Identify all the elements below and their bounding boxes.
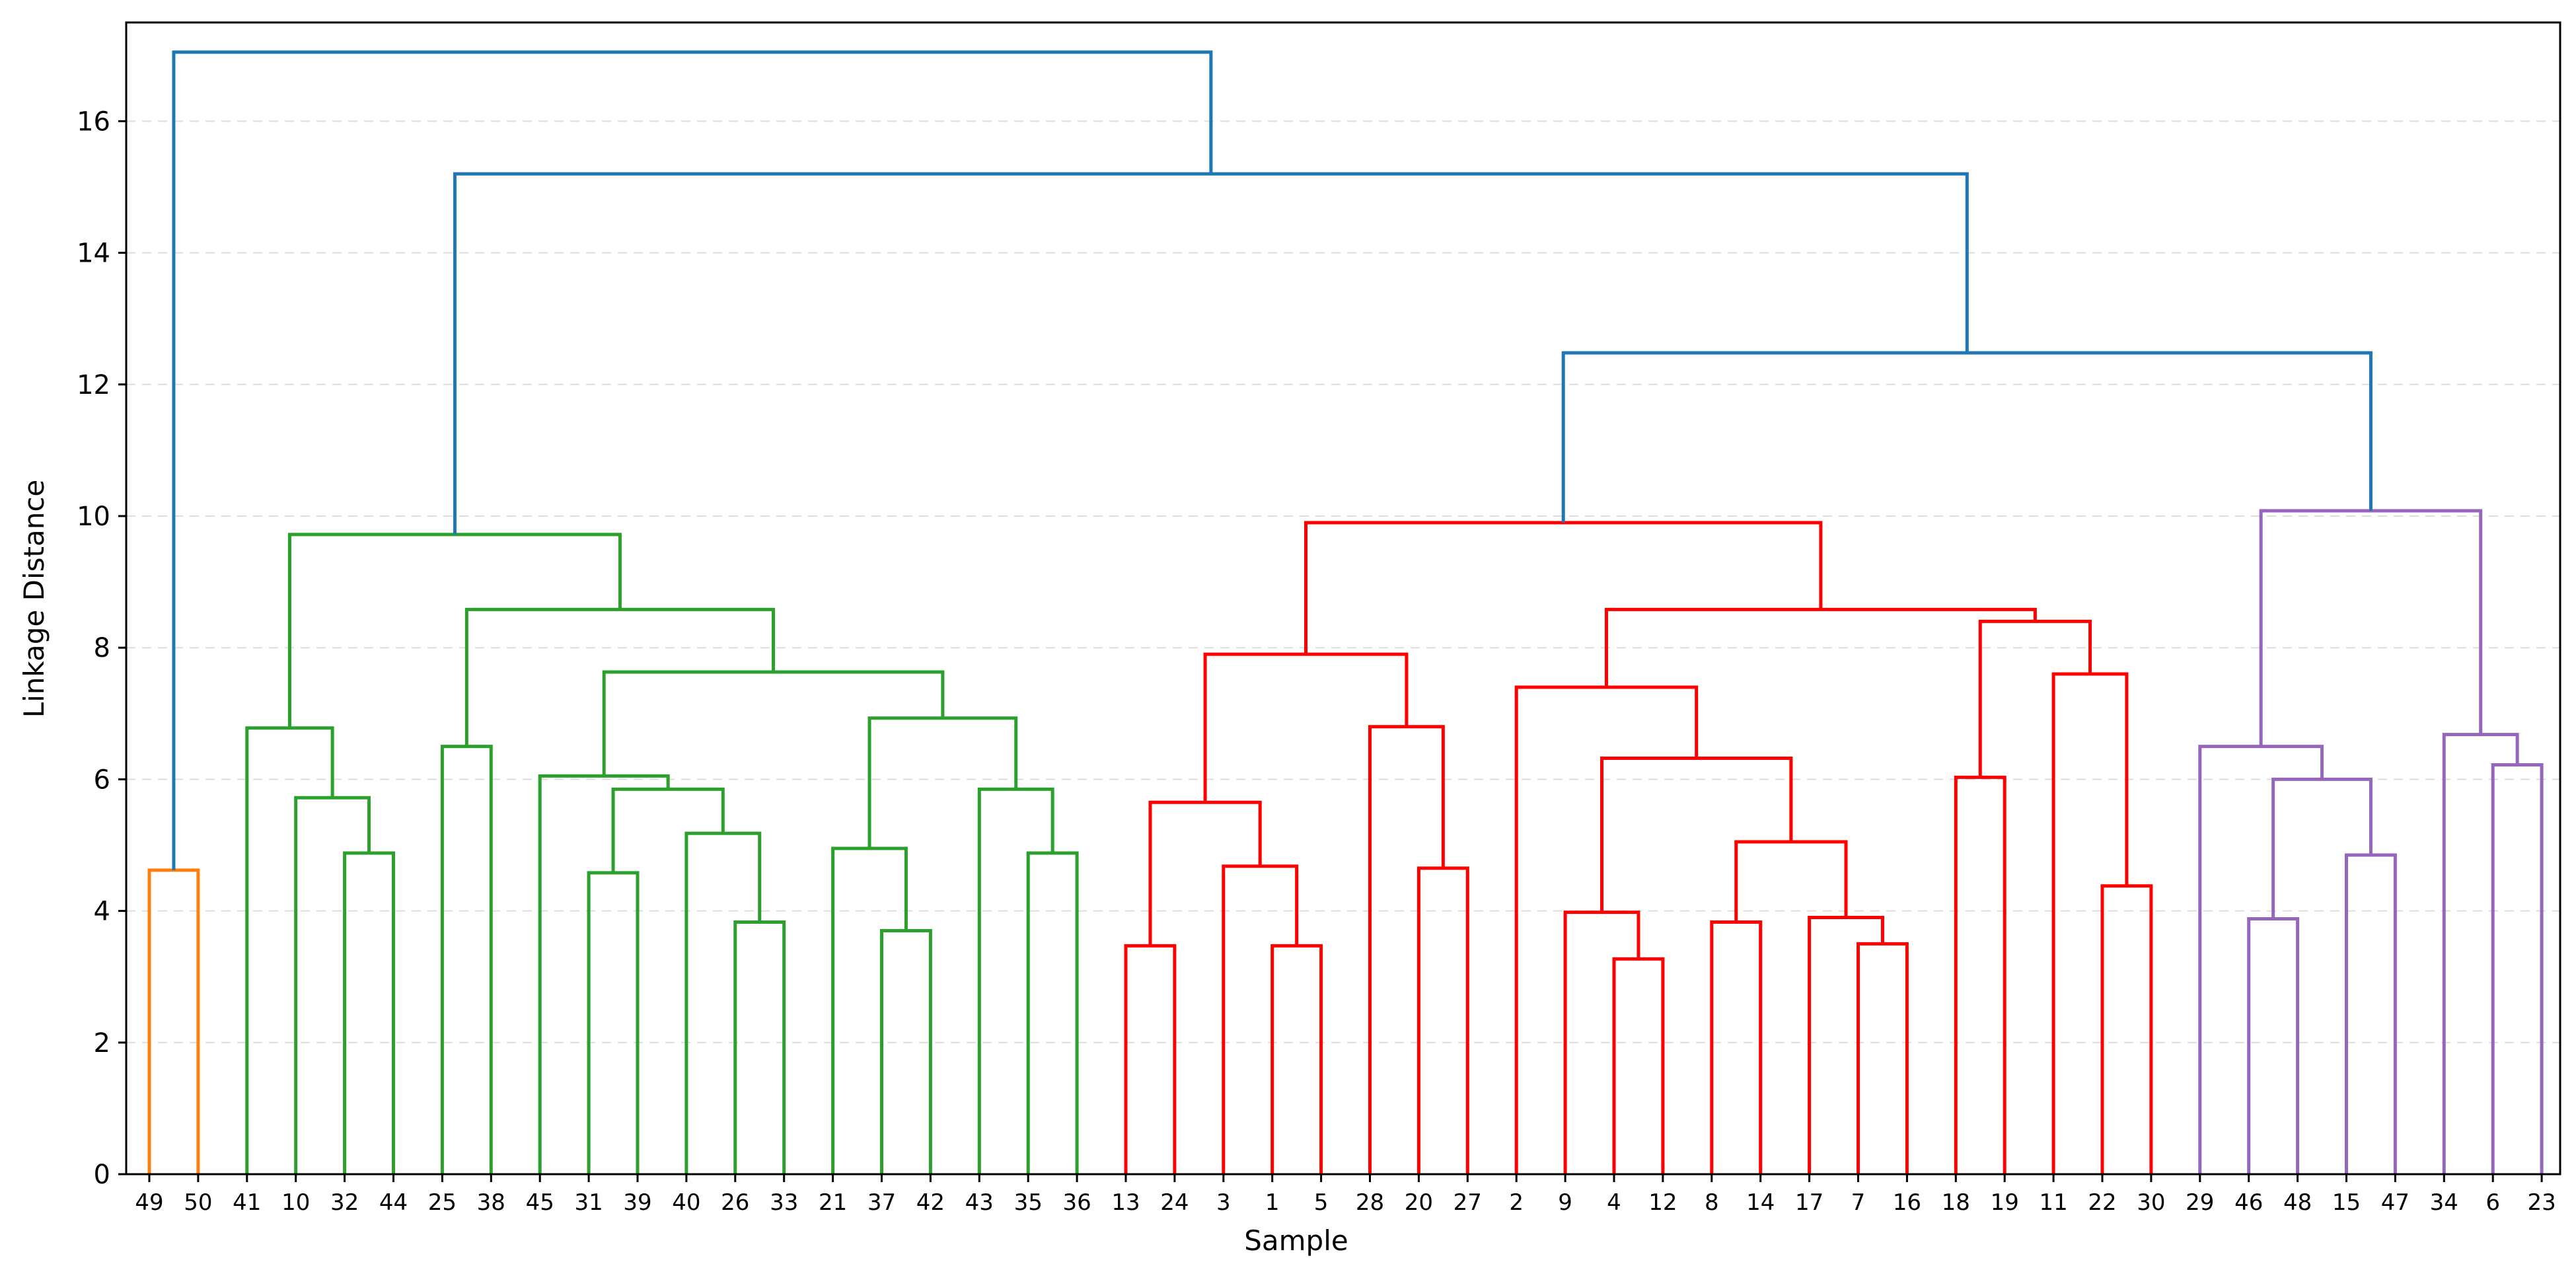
x-tick-label: 15: [2332, 1189, 2361, 1216]
y-tick-label: 16: [77, 106, 110, 137]
x-tick-label: 24: [1160, 1189, 1189, 1216]
x-tick-label: 8: [1705, 1189, 1719, 1216]
x-tick-label: 4: [1607, 1189, 1621, 1216]
x-tick-label: 30: [2137, 1189, 2165, 1216]
x-tick-label: 49: [135, 1189, 163, 1216]
y-tick-label: 8: [94, 633, 110, 663]
x-tick-label: 29: [2186, 1189, 2214, 1216]
x-tick-label: 45: [526, 1189, 554, 1216]
link-n19: [1124, 944, 1177, 1174]
x-tick-label: 23: [2527, 1189, 2556, 1216]
dendrogram-links: [147, 50, 2544, 1174]
x-tick-label: 37: [867, 1189, 896, 1216]
x-tick-label: 46: [2234, 1189, 2263, 1216]
x-tick-label: 48: [2283, 1189, 2312, 1216]
x-tick-label: 16: [1893, 1189, 1921, 1216]
y-tick-label: 0: [94, 1160, 110, 1190]
link-n49: [172, 50, 1213, 870]
x-tick-label: 43: [965, 1189, 994, 1216]
x-tick-label: 47: [2381, 1189, 2410, 1216]
x-axis-title: Sample: [1244, 1224, 1348, 1257]
x-tick-label: 7: [1851, 1189, 1866, 1216]
x-tick-label: 18: [1942, 1189, 1970, 1216]
x-tick-label: 32: [330, 1189, 359, 1216]
x-tick-label: 27: [1454, 1189, 1482, 1216]
plot-frame: [125, 21, 2561, 1176]
y-axis: 0 2 4 6 8 10 12 14 16: [77, 106, 126, 1190]
x-tick-label: 9: [1558, 1189, 1572, 1216]
x-tick-label: 44: [379, 1189, 408, 1216]
x-tick-label: 11: [2039, 1189, 2067, 1216]
y-tick-label: 4: [94, 897, 110, 927]
x-tick-label: 3: [1216, 1189, 1231, 1216]
x-axis: 49 50 41 10 32 44 25 38 45 31 39 40 26 33 21 37 42 43 35 36…: [135, 1174, 2556, 1216]
x-tick-label: 33: [770, 1189, 798, 1216]
x-tick-label: 21: [819, 1189, 847, 1216]
y-tick-label: 10: [77, 502, 110, 532]
x-tick-label: 10: [281, 1189, 310, 1216]
link-n26: [1612, 957, 1665, 1174]
x-tick-label: 42: [916, 1189, 945, 1216]
x-tick-label: 36: [1062, 1189, 1091, 1216]
x-tick-label: 34: [2430, 1189, 2458, 1216]
x-tick-label: 12: [1648, 1189, 1677, 1216]
x-tick-label: 50: [184, 1189, 212, 1216]
x-tick-label: 22: [2088, 1189, 2116, 1216]
link-n20: [1270, 944, 1323, 1174]
x-tick-label: 31: [574, 1189, 603, 1216]
y-tick-label: 14: [77, 239, 110, 269]
x-tick-label: 26: [721, 1189, 749, 1216]
x-tick-label: 41: [233, 1189, 261, 1216]
x-tick-label: 5: [1314, 1189, 1329, 1216]
x-tick-label: 2: [1509, 1189, 1524, 1216]
x-tick-label: 35: [1014, 1189, 1043, 1216]
y-tick-label: 12: [77, 370, 110, 400]
x-tick-label: 25: [428, 1189, 457, 1216]
y-tick-label: 6: [94, 765, 110, 795]
link-n3: [294, 796, 371, 1174]
x-tick-label: 20: [1405, 1189, 1433, 1216]
x-tick-label: 17: [1795, 1189, 1823, 1216]
x-tick-label: 19: [1991, 1189, 2019, 1216]
x-tick-label: 28: [1356, 1189, 1384, 1216]
grid-lines: [126, 120, 2560, 1043]
x-tick-label: 13: [1111, 1189, 1140, 1216]
x-tick-label: 6: [2485, 1189, 2500, 1216]
link-n32: [1600, 757, 1793, 913]
x-tick-label: 38: [477, 1189, 505, 1216]
link-n44: [2491, 763, 2544, 1174]
y-tick-label: 2: [94, 1028, 110, 1059]
y-axis-title: Linkage Distance: [18, 480, 50, 718]
link-n1: [147, 868, 200, 1174]
x-tick-label: 1: [1265, 1189, 1280, 1216]
x-tick-label: 14: [1746, 1189, 1775, 1216]
x-tick-label: 40: [672, 1189, 700, 1216]
x-tick-label: 39: [623, 1189, 651, 1216]
